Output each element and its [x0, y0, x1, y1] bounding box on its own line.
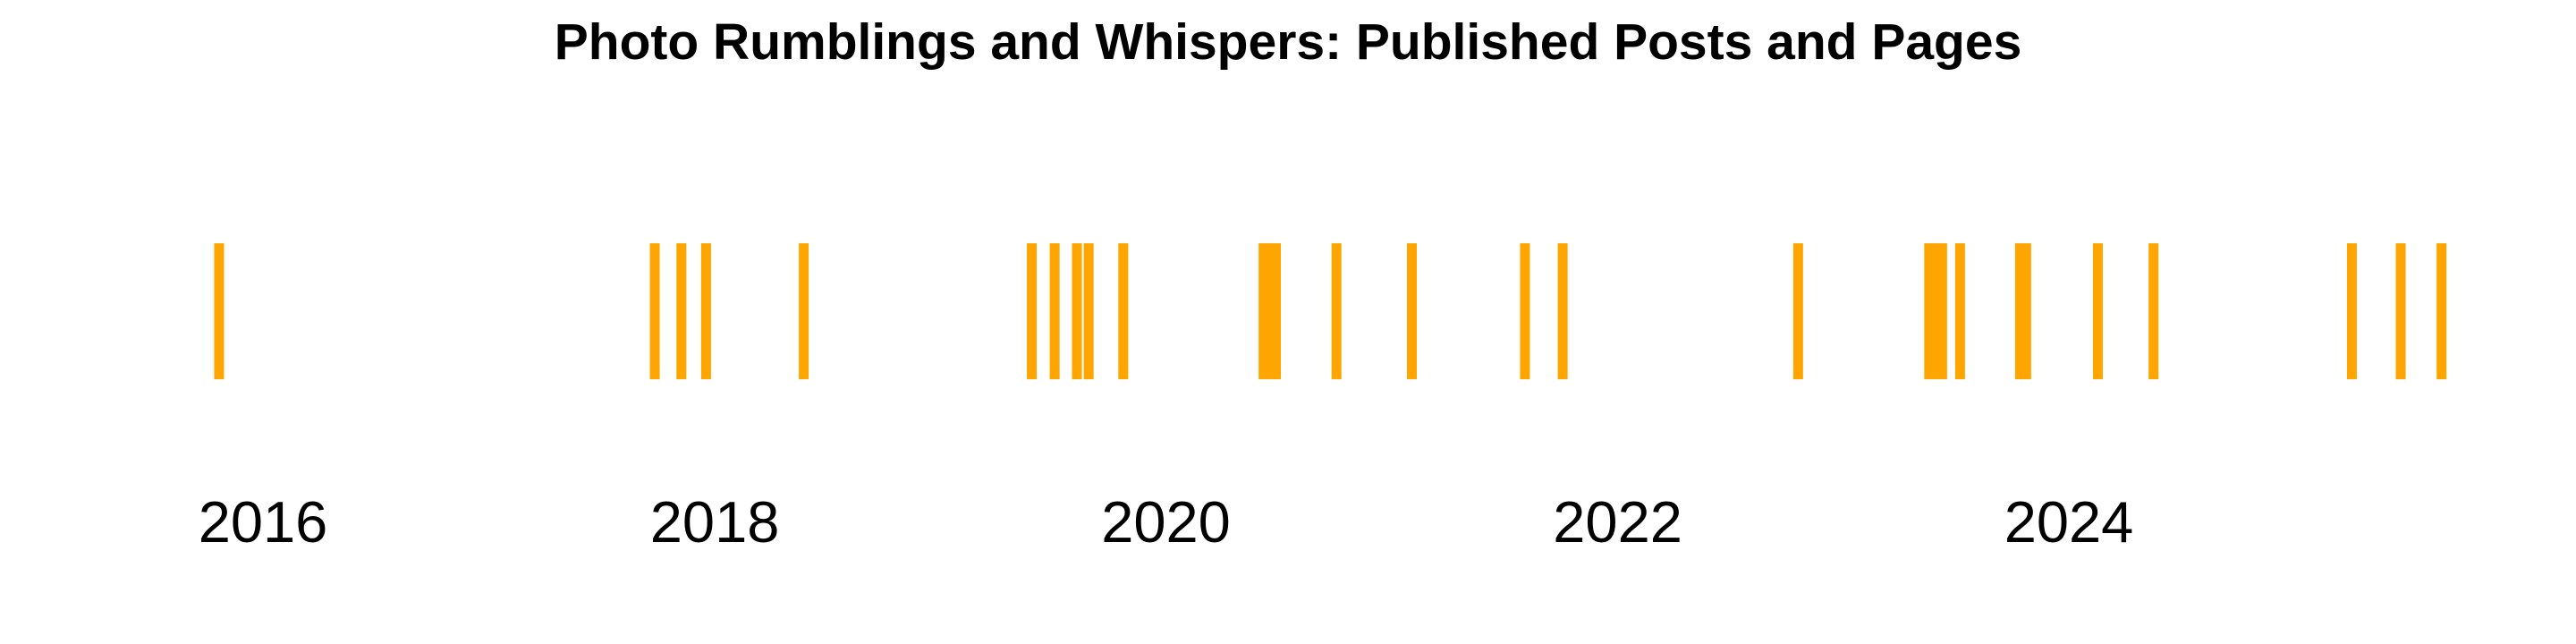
event-mark — [1331, 243, 1342, 379]
event-mark — [1049, 243, 1060, 379]
event-mark — [2148, 243, 2159, 379]
event-mark — [1792, 243, 1803, 379]
x-axis-tick-labels: 2016 2018 2020 2022 2024 — [199, 489, 2134, 555]
event-mark — [2092, 243, 2103, 379]
x-tick-label: 2024 — [2004, 489, 2134, 555]
event-mark — [649, 243, 660, 379]
event-marks — [214, 243, 2447, 379]
x-tick-label: 2016 — [199, 489, 328, 555]
event-mark — [1954, 243, 1965, 379]
event-mark — [1924, 243, 1935, 379]
event-mark — [2436, 243, 2447, 379]
event-mark — [2021, 243, 2031, 379]
event-mark — [1930, 243, 1941, 379]
event-mark — [1258, 243, 1269, 379]
event-mark — [1407, 243, 1417, 379]
event-mark — [2014, 243, 2025, 379]
x-tick-label: 2020 — [1101, 489, 1231, 555]
event-mark — [1270, 243, 1281, 379]
event-mark — [676, 243, 687, 379]
event-mark — [1083, 243, 1094, 379]
event-mark — [1072, 243, 1082, 379]
event-mark — [1265, 243, 1275, 379]
event-mark — [1520, 243, 1530, 379]
event-mark — [799, 243, 809, 379]
event-mark — [1027, 243, 1038, 379]
x-tick-label: 2018 — [650, 489, 780, 555]
event-mark — [1936, 243, 1947, 379]
event-mark — [700, 243, 711, 379]
event-mark — [2346, 243, 2357, 379]
chart-title: Photo Rumblings and Whispers: Published … — [554, 13, 2022, 71]
event-mark — [1557, 243, 1568, 379]
event-mark — [2395, 243, 2406, 379]
event-mark — [1118, 243, 1129, 379]
x-tick-label: 2022 — [1553, 489, 1682, 555]
event-mark — [214, 243, 225, 379]
